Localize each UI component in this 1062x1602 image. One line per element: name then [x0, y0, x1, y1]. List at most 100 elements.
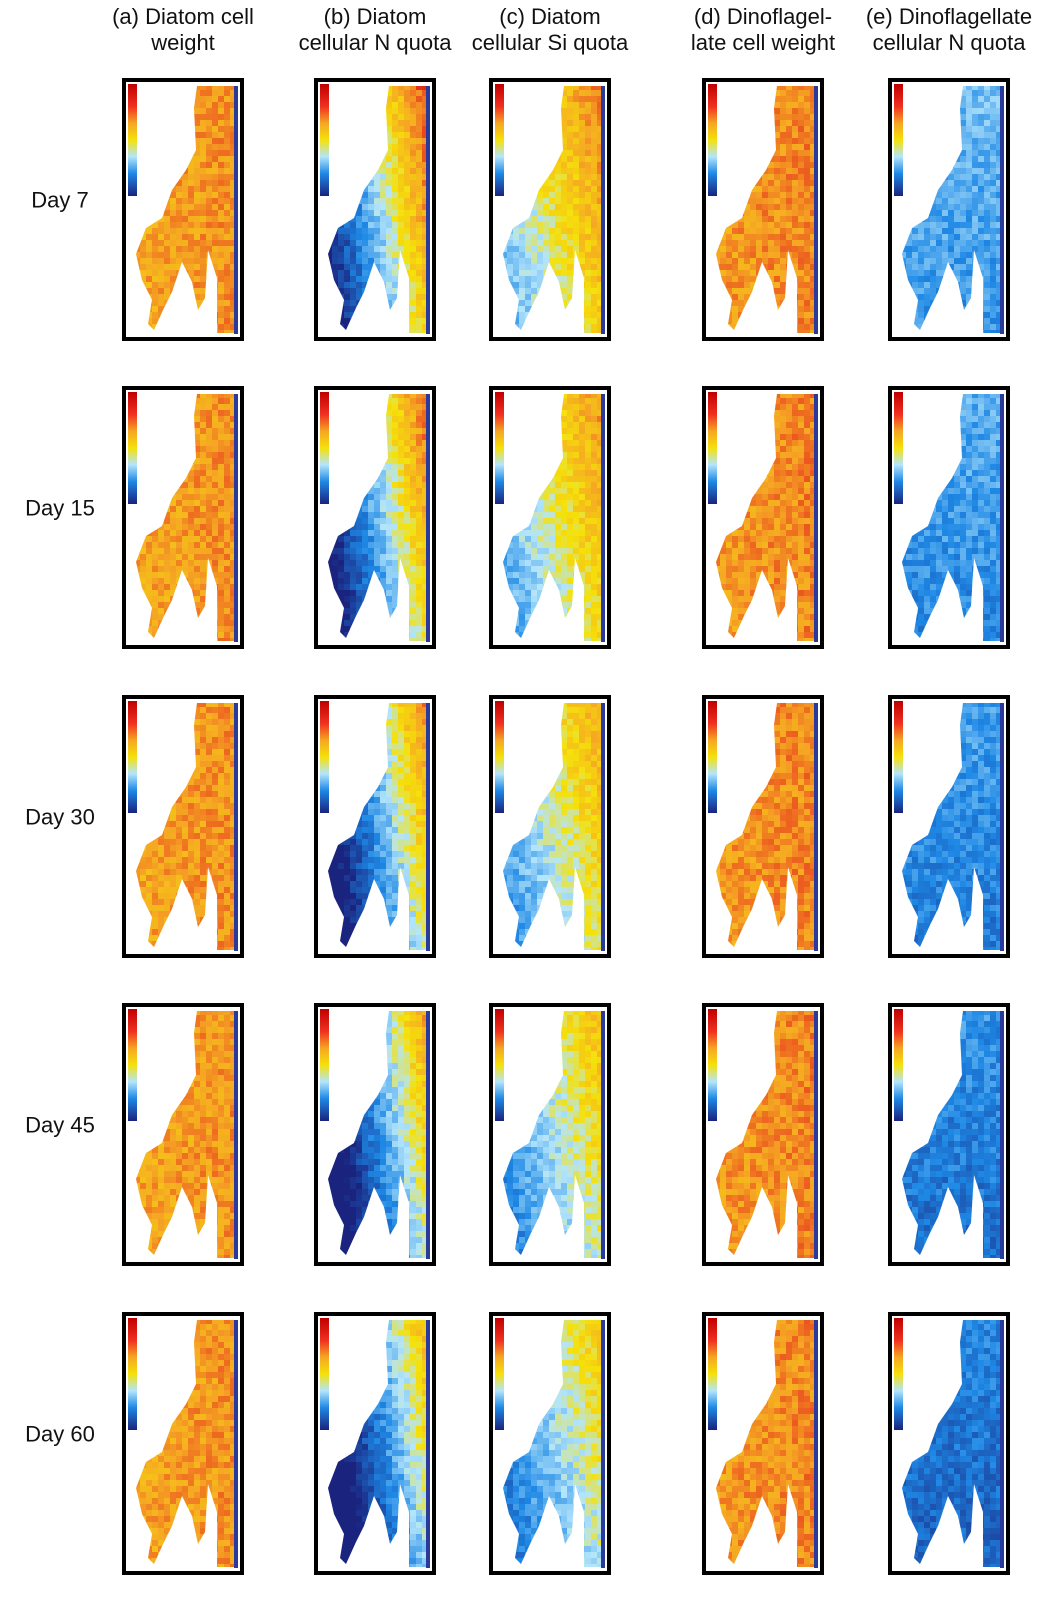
map-cell — [392, 494, 398, 500]
map-cell — [362, 246, 368, 252]
map-cell — [212, 156, 218, 162]
map-cell — [224, 240, 230, 246]
map-cell — [374, 216, 380, 222]
map-cell — [738, 252, 744, 258]
map-cell — [942, 192, 948, 198]
map-cell — [404, 560, 410, 566]
map-cell — [942, 240, 948, 246]
map-cell — [404, 524, 410, 530]
map-cell — [804, 162, 810, 168]
map-cell — [410, 494, 416, 500]
map-cell — [579, 216, 585, 222]
map-cell — [338, 228, 344, 234]
map-cell — [585, 192, 591, 198]
map-cell — [218, 198, 224, 204]
row-label: Day 7 — [31, 187, 88, 212]
map-cell — [972, 150, 978, 156]
map-cell — [786, 102, 792, 108]
map-cell — [513, 234, 519, 240]
map-cell — [798, 288, 804, 294]
map-cell — [170, 584, 176, 590]
map-cell — [152, 276, 158, 282]
map-cell — [990, 294, 996, 300]
map-cell — [404, 440, 410, 446]
map-cell — [152, 548, 158, 554]
map-cell — [176, 530, 182, 536]
map-cell — [386, 512, 392, 518]
map-cell — [368, 560, 374, 566]
map-cell — [912, 234, 918, 240]
map-cell — [158, 252, 164, 258]
map-cell — [362, 228, 368, 234]
map-cell — [960, 168, 966, 174]
map-cell — [924, 222, 930, 228]
map-cell — [392, 168, 398, 174]
map-cell — [410, 324, 416, 330]
map-cell — [768, 210, 774, 216]
map-cell — [368, 566, 374, 572]
map-cell — [519, 234, 525, 240]
map-cell — [212, 138, 218, 144]
map-cell — [774, 252, 780, 258]
map-cell — [218, 312, 224, 318]
map-cell — [756, 186, 762, 192]
map-cell — [200, 410, 206, 416]
map-cell — [978, 252, 984, 258]
map-cell — [720, 252, 726, 258]
map-cell — [948, 258, 954, 264]
map-cell — [416, 276, 422, 282]
map-cell — [188, 512, 194, 518]
map-cell — [416, 464, 422, 470]
map-cell — [200, 518, 206, 524]
map-cell — [519, 258, 525, 264]
map-cell — [573, 180, 579, 186]
map-cell — [386, 584, 392, 590]
map-cell — [990, 240, 996, 246]
map-cell — [218, 294, 224, 300]
map-cell — [798, 264, 804, 270]
map-cell — [792, 90, 798, 96]
map-cell — [780, 282, 786, 288]
map-cell — [966, 150, 972, 156]
map-cell — [960, 288, 966, 294]
map-cell — [194, 548, 200, 554]
map-cell — [786, 210, 792, 216]
map-cell — [194, 506, 200, 512]
map-cell — [978, 96, 984, 102]
map-cell — [918, 270, 924, 276]
map-cell — [972, 168, 978, 174]
map-cell — [780, 156, 786, 162]
map-cell — [798, 306, 804, 312]
map-cell — [206, 138, 212, 144]
map-cell — [780, 270, 786, 276]
map-cell — [218, 102, 224, 108]
map-cell — [356, 234, 362, 240]
map-cell — [948, 216, 954, 222]
map-cell — [206, 120, 212, 126]
map-cell — [194, 174, 200, 180]
map-cell — [380, 554, 386, 560]
map-cell — [206, 222, 212, 228]
map-cell — [182, 482, 188, 488]
map-cell — [984, 192, 990, 198]
map-cell — [912, 258, 918, 264]
map-cell — [374, 482, 380, 488]
map-cell — [350, 228, 356, 234]
map-cell — [368, 518, 374, 524]
map-cell — [573, 240, 579, 246]
map-cell — [140, 560, 146, 566]
map-cell — [798, 312, 804, 318]
map-cell — [936, 276, 942, 282]
map-cell — [984, 150, 990, 156]
map-cell — [146, 264, 152, 270]
map-cell — [218, 246, 224, 252]
map-cell — [798, 294, 804, 300]
row-label: Day 15 — [25, 495, 95, 520]
map-cell — [200, 596, 206, 602]
map-cell — [152, 312, 158, 318]
map-cell — [188, 530, 194, 536]
map-cell — [507, 246, 513, 252]
map-cell — [912, 252, 918, 258]
map-cell — [990, 192, 996, 198]
map-cell — [410, 512, 416, 518]
